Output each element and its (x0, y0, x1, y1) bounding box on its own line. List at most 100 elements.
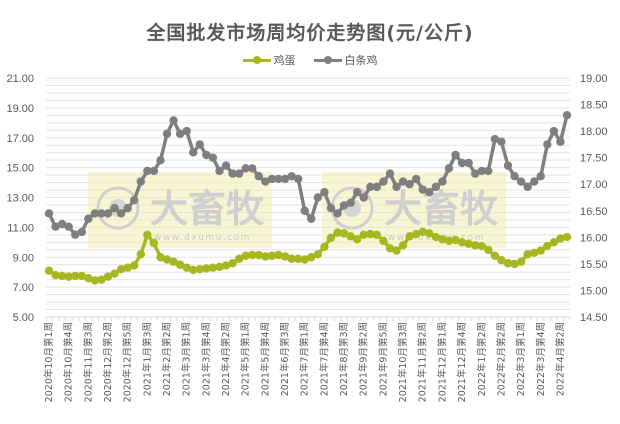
data-point[interactable] (339, 229, 349, 238)
data-point[interactable] (267, 174, 277, 184)
data-point[interactable] (366, 182, 375, 192)
data-point[interactable] (333, 209, 342, 218)
data-point[interactable] (136, 177, 145, 186)
data-point[interactable] (392, 182, 401, 192)
data-point[interactable] (143, 230, 152, 240)
data-point[interactable] (90, 276, 100, 285)
data-point[interactable] (490, 251, 500, 260)
data-point[interactable] (503, 259, 513, 268)
data-point[interactable] (228, 259, 237, 268)
data-point[interactable] (71, 271, 80, 281)
data-point[interactable] (162, 255, 172, 264)
data-point[interactable] (326, 233, 336, 243)
data-point[interactable] (320, 242, 329, 251)
data-point[interactable] (254, 172, 264, 181)
data-point[interactable] (221, 261, 231, 270)
data-point[interactable] (398, 177, 408, 186)
data-point[interactable] (195, 265, 205, 274)
data-point[interactable] (490, 134, 500, 144)
data-point[interactable] (385, 169, 395, 178)
data-point[interactable] (103, 209, 113, 218)
data-point[interactable] (451, 150, 460, 160)
data-point[interactable] (189, 148, 198, 157)
data-point[interactable] (162, 129, 172, 138)
data-point[interactable] (562, 232, 572, 242)
data-point[interactable] (57, 219, 67, 229)
data-point[interactable] (477, 241, 486, 251)
data-point[interactable] (116, 265, 126, 274)
data-point[interactable] (57, 271, 67, 281)
data-point[interactable] (359, 230, 368, 240)
data-point[interactable] (411, 229, 421, 239)
data-point[interactable] (372, 230, 382, 240)
data-point[interactable] (464, 239, 473, 249)
data-point[interactable] (392, 246, 401, 255)
data-point[interactable] (444, 164, 454, 173)
data-point[interactable] (523, 182, 532, 192)
data-point[interactable] (182, 263, 191, 272)
data-point[interactable] (169, 257, 178, 266)
data-point[interactable] (366, 229, 375, 239)
data-point[interactable] (523, 250, 532, 259)
legend-item-egg[interactable]: 鸡蛋 (242, 52, 296, 68)
data-point[interactable] (195, 140, 205, 149)
data-point[interactable] (189, 265, 198, 275)
data-point[interactable] (411, 174, 421, 184)
data-point[interactable] (346, 198, 355, 208)
data-point[interactable] (228, 169, 237, 178)
data-point[interactable] (241, 251, 250, 260)
data-point[interactable] (182, 126, 191, 136)
data-point[interactable] (549, 126, 559, 136)
data-point[interactable] (300, 255, 309, 264)
data-point[interactable] (418, 185, 427, 194)
data-point[interactable] (175, 129, 185, 138)
data-point[interactable] (287, 172, 296, 181)
data-point[interactable] (359, 193, 368, 202)
data-point[interactable] (425, 229, 434, 238)
data-point[interactable] (215, 262, 224, 272)
data-point[interactable] (530, 248, 539, 257)
data-point[interactable] (248, 250, 257, 260)
data-point[interactable] (536, 172, 545, 181)
data-point[interactable] (280, 252, 290, 261)
data-point[interactable] (51, 222, 60, 231)
data-point[interactable] (313, 193, 323, 202)
data-point[interactable] (123, 203, 132, 213)
data-point[interactable] (484, 245, 493, 254)
data-point[interactable] (208, 263, 218, 272)
data-point[interactable] (261, 252, 270, 261)
data-point[interactable] (451, 235, 460, 245)
data-point[interactable] (130, 195, 139, 205)
data-point[interactable] (405, 232, 414, 241)
data-point[interactable] (556, 137, 565, 146)
data-point[interactable] (44, 266, 54, 275)
data-point[interactable] (307, 253, 316, 262)
data-point[interactable] (418, 227, 427, 237)
data-point[interactable] (143, 166, 152, 176)
data-point[interactable] (221, 161, 231, 170)
data-point[interactable] (267, 251, 277, 260)
data-point[interactable] (130, 261, 139, 270)
data-point[interactable] (202, 264, 211, 273)
data-point[interactable] (77, 227, 86, 237)
data-point[interactable] (352, 235, 362, 244)
data-point[interactable] (84, 214, 93, 223)
data-point[interactable] (556, 234, 565, 243)
data-point[interactable] (346, 232, 355, 241)
data-point[interactable] (307, 214, 316, 223)
data-point[interactable] (149, 238, 159, 248)
data-point[interactable] (84, 273, 93, 283)
data-point[interactable] (379, 236, 388, 246)
data-point[interactable] (136, 250, 145, 259)
data-point[interactable] (425, 187, 434, 197)
data-point[interactable] (339, 201, 349, 210)
data-point[interactable] (103, 272, 113, 281)
data-point[interactable] (287, 254, 296, 263)
data-point[interactable] (156, 156, 165, 165)
data-point[interactable] (333, 228, 342, 237)
data-point[interactable] (313, 250, 323, 259)
data-point[interactable] (457, 158, 467, 168)
data-point[interactable] (510, 259, 519, 269)
data-point[interactable] (431, 182, 441, 192)
data-point[interactable] (123, 263, 132, 272)
